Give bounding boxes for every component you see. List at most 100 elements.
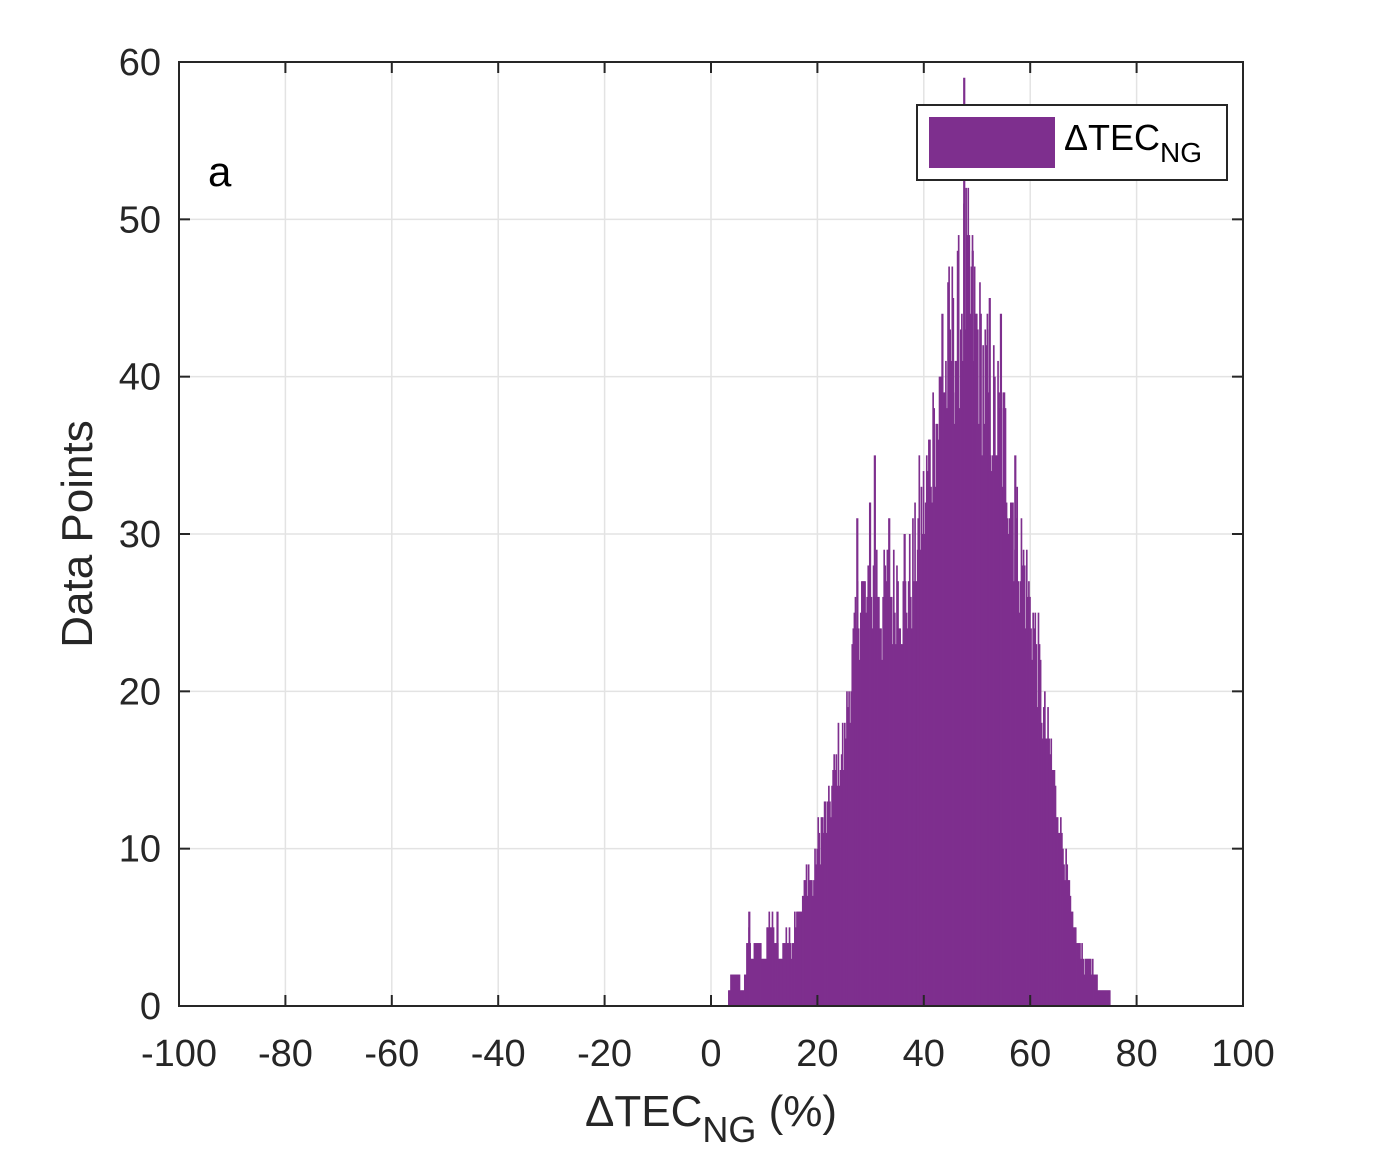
histogram-bar [1046, 738, 1048, 1006]
histogram-bar [953, 423, 956, 1006]
histogram-bar [757, 943, 760, 1006]
histogram-bar [870, 596, 873, 1006]
histogram-bar [734, 974, 737, 1006]
histogram-bar [774, 943, 777, 1006]
histogram-bar [890, 596, 893, 1006]
histogram-bar [984, 329, 987, 1006]
histogram-bar [1066, 864, 1069, 1006]
histogram-bar [947, 282, 949, 1006]
histogram-bar [966, 235, 969, 1007]
histogram-bar [949, 329, 951, 1006]
histogram-bar [791, 943, 794, 1006]
histogram-bar [829, 801, 831, 1006]
histogram-bar [956, 250, 959, 1007]
histogram-bar [741, 990, 744, 1006]
histogram-bar [985, 345, 988, 1006]
histogram-bar [1074, 927, 1077, 1006]
x-tick-label: -100 [141, 1033, 217, 1075]
histogram-bar [838, 785, 841, 1006]
histogram-bar [1030, 628, 1032, 1006]
histogram-bar [990, 471, 993, 1007]
histogram-bar [914, 502, 916, 1006]
histogram-bar [790, 958, 793, 1006]
histogram-bar [1102, 990, 1105, 1006]
histogram-bar [789, 943, 792, 1006]
histogram-bar [737, 974, 740, 1006]
x-tick-label: 40 [903, 1033, 945, 1075]
histogram-bar [909, 596, 912, 1006]
histogram-bar [1075, 943, 1078, 1006]
histogram-bar [815, 864, 817, 1006]
histogram-bar [797, 911, 799, 1006]
histogram-bar [915, 581, 917, 1006]
histogram-bar [1058, 832, 1061, 1006]
histogram-bar [902, 581, 905, 1006]
histogram-bar [778, 958, 780, 1006]
y-tick-label: 40 [119, 357, 161, 399]
histogram-bar [923, 534, 926, 1006]
histogram-bar [825, 832, 828, 1006]
histogram-bar [961, 313, 963, 1006]
y-tick-label: 60 [119, 42, 161, 84]
histogram-bar [1098, 990, 1100, 1006]
histogram-bar [773, 943, 776, 1006]
histogram-bar [1079, 943, 1081, 1006]
histogram-bar [1050, 738, 1053, 1006]
histogram-bar [1086, 958, 1089, 1006]
histogram-bar [934, 486, 937, 1006]
x-tick-label: 100 [1211, 1033, 1274, 1075]
histogram-bar [755, 943, 758, 1006]
x-axis-title-suffix: (%) [756, 1087, 837, 1136]
histogram-bar [859, 612, 862, 1006]
histogram-bar [736, 974, 739, 1006]
histogram-bar [816, 848, 818, 1006]
histogram-bar [841, 722, 844, 1006]
histogram-bar [994, 376, 996, 1007]
histogram-bar [926, 471, 929, 1007]
histogram-bar [772, 927, 775, 1006]
histogram-bar [895, 644, 897, 1006]
histogram-bar [924, 502, 927, 1006]
histogram-bar [969, 313, 972, 1006]
histogram-bar [1106, 990, 1109, 1006]
y-tick-label: 10 [119, 829, 161, 871]
histogram-bar [781, 958, 783, 1006]
histogram-bar [805, 864, 808, 1006]
histogram-bar [862, 581, 864, 1006]
histogram-bar [806, 895, 809, 1006]
histogram-bar [889, 596, 892, 1006]
histogram-bar [1009, 502, 1012, 1006]
histogram-bar [962, 360, 964, 1006]
histogram-bar [831, 785, 833, 1006]
histogram-bar [1052, 770, 1055, 1006]
histogram-bar [1049, 754, 1052, 1006]
histogram-bar [770, 927, 773, 1006]
legend: ΔTECNG [916, 104, 1228, 181]
histogram-bar [930, 486, 932, 1006]
histogram-bar [812, 895, 814, 1006]
histogram-bar [938, 376, 941, 1007]
y-tick-label: 0 [140, 986, 161, 1028]
histogram-bar [849, 722, 851, 1006]
x-tick-label: 20 [796, 1033, 838, 1075]
histogram-bar [788, 927, 791, 1006]
histogram-bar [804, 880, 807, 1006]
x-tick-labels: -100 -80 -60 -40 -20 0 20 40 60 80 100 [141, 1033, 1275, 1075]
histogram-bar [733, 974, 736, 1006]
histogram-bar [945, 360, 947, 1006]
histogram-bar [751, 958, 754, 1006]
histogram-bar [1025, 549, 1028, 1006]
histogram-bar [1107, 990, 1110, 1006]
histogram-bar [899, 628, 901, 1006]
histogram-bar [1068, 880, 1071, 1006]
x-axis-title-subscript: NG [702, 1109, 756, 1150]
histogram-bar [819, 864, 822, 1006]
histogram-bar [1082, 958, 1084, 1006]
histogram-bar [892, 549, 895, 1006]
histogram-bar [881, 659, 883, 1006]
histogram-bar [1089, 958, 1092, 1006]
legend-entry-name: ΔTEC [1064, 117, 1160, 158]
histogram-bar [1047, 707, 1049, 1006]
histogram-bar [840, 754, 843, 1006]
histogram-bar [876, 596, 879, 1006]
